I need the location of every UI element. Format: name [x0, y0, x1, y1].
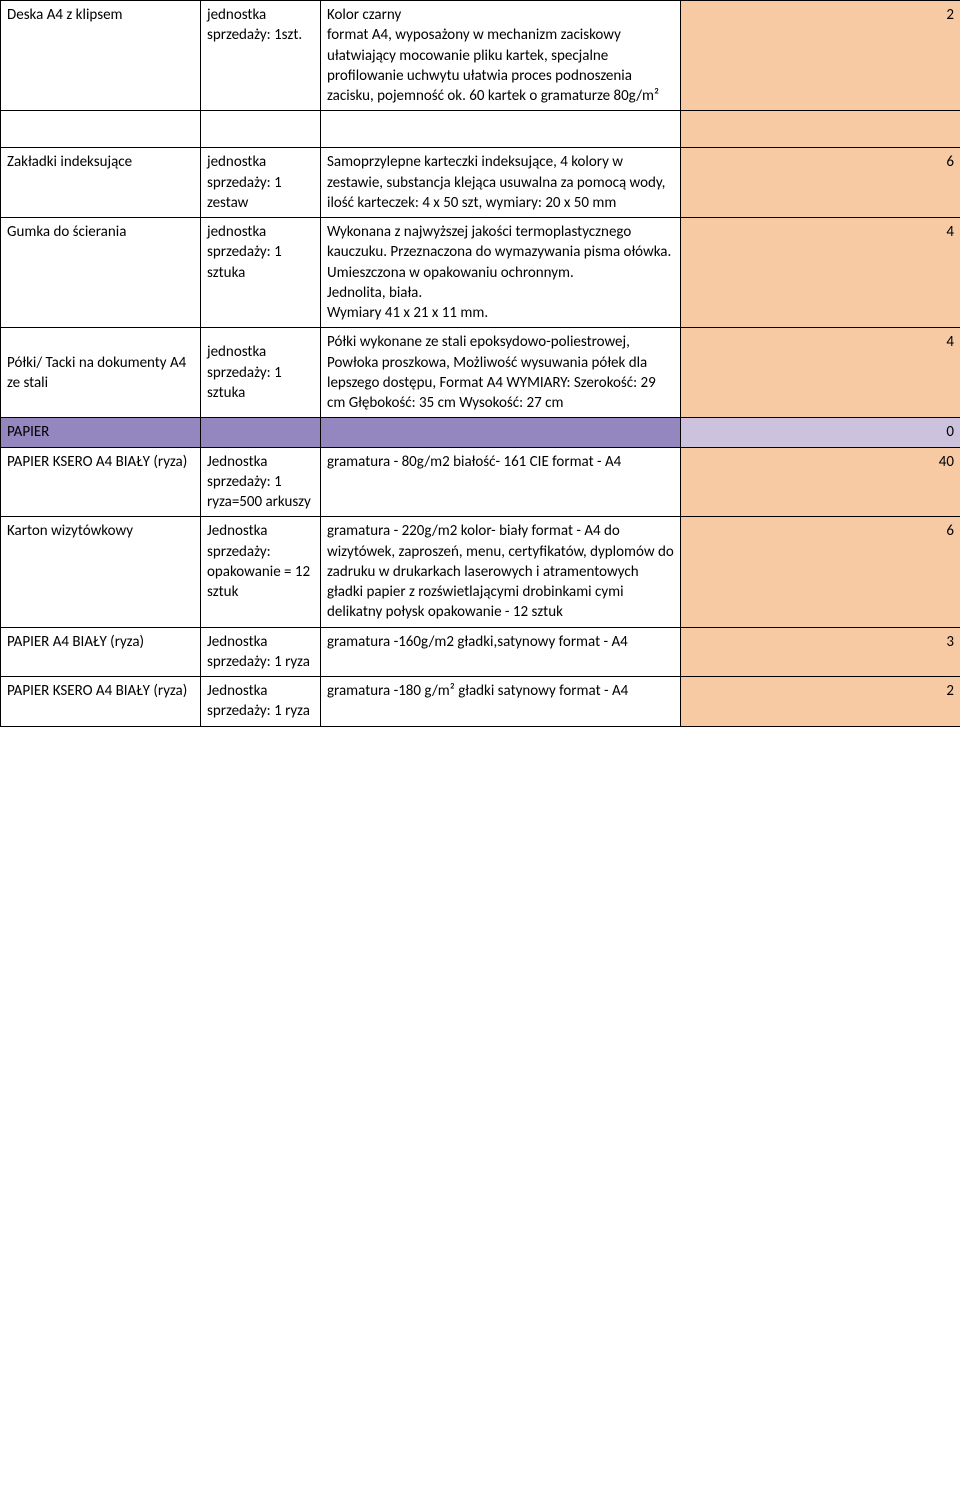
section-qty: 0 [681, 418, 960, 447]
cell-desc: Półki wykonane ze stali epoksydowo-polie… [321, 328, 681, 418]
cell-unit: jednostka sprzedaży: 1 zestaw [201, 148, 321, 218]
cell-name: PAPIER A4 BIAŁY (ryza) [1, 627, 201, 677]
section-title: PAPIER [1, 418, 201, 447]
cell-qty: 2 [681, 677, 960, 727]
cell-unit: jednostka sprzedaży: 1 sztuka [201, 328, 321, 418]
table-row: Zakładki indeksujące jednostka sprzedaży… [1, 148, 960, 218]
table-row: PAPIER KSERO A4 BIAŁY (ryza) Jednostka s… [1, 447, 960, 517]
cell-unit: Jednostka sprzedaży: opakowanie = 12 szt… [201, 517, 321, 627]
table-row: Karton wizytówkowy Jednostka sprzedaży: … [1, 517, 960, 627]
cell-name: PAPIER KSERO A4 BIAŁY (ryza) [1, 677, 201, 727]
cell-name: Półki/ Tacki na dokumenty A4 ze stali [1, 328, 201, 418]
cell-unit: jednostka sprzedaży: 1szt. [201, 1, 321, 111]
table-row: Półki/ Tacki na dokumenty A4 ze stali je… [1, 328, 960, 418]
cell-qty: 4 [681, 218, 960, 328]
cell-unit: jednostka sprzedaży: 1 sztuka [201, 218, 321, 328]
cell-name: Gumka do ścierania [1, 218, 201, 328]
cell-desc: gramatura -180 g/m² gładki satynowy form… [321, 677, 681, 727]
section-empty [321, 418, 681, 447]
cell-qty: 6 [681, 517, 960, 627]
section-row: PAPIER 0 [1, 418, 960, 447]
cell-desc: Samoprzylepne karteczki indeksujące, 4 k… [321, 148, 681, 218]
section-empty [201, 418, 321, 447]
table-row: Deska A4 z klipsem jednostka sprzedaży: … [1, 1, 960, 111]
products-table: Deska A4 z klipsem jednostka sprzedaży: … [0, 0, 960, 727]
table-row: PAPIER KSERO A4 BIAŁY (ryza) Jednostka s… [1, 677, 960, 727]
table-row: PAPIER A4 BIAŁY (ryza) Jednostka sprzeda… [1, 627, 960, 677]
cell-unit: Jednostka sprzedaży: 1 ryza=500 arkuszy [201, 447, 321, 517]
cell-name: Zakładki indeksujące [1, 148, 201, 218]
cell-desc: Kolor czarnyformat A4, wyposażony w mech… [321, 1, 681, 111]
cell-desc: gramatura - 220g/m2 kolor- biały format … [321, 517, 681, 627]
cell-name: PAPIER KSERO A4 BIAŁY (ryza) [1, 447, 201, 517]
cell-unit: Jednostka sprzedaży: 1 ryza [201, 627, 321, 677]
cell-qty: 2 [681, 1, 960, 111]
cell-qty: 6 [681, 148, 960, 218]
cell-qty: 3 [681, 627, 960, 677]
cell-name: Deska A4 z klipsem [1, 1, 201, 111]
cell-qty: 40 [681, 447, 960, 517]
cell-desc: gramatura -160g/m2 gładki,satynowy forma… [321, 627, 681, 677]
cell-desc: Wykonana z najwyższej jakości termoplast… [321, 218, 681, 328]
cell-desc: gramatura - 80g/m2 białość- 161 CIE form… [321, 447, 681, 517]
table-row: Gumka do ścierania jednostka sprzedaży: … [1, 218, 960, 328]
spacer-row [1, 111, 960, 148]
cell-unit: Jednostka sprzedaży: 1 ryza [201, 677, 321, 727]
cell-name: Karton wizytówkowy [1, 517, 201, 627]
cell-qty: 4 [681, 328, 960, 418]
